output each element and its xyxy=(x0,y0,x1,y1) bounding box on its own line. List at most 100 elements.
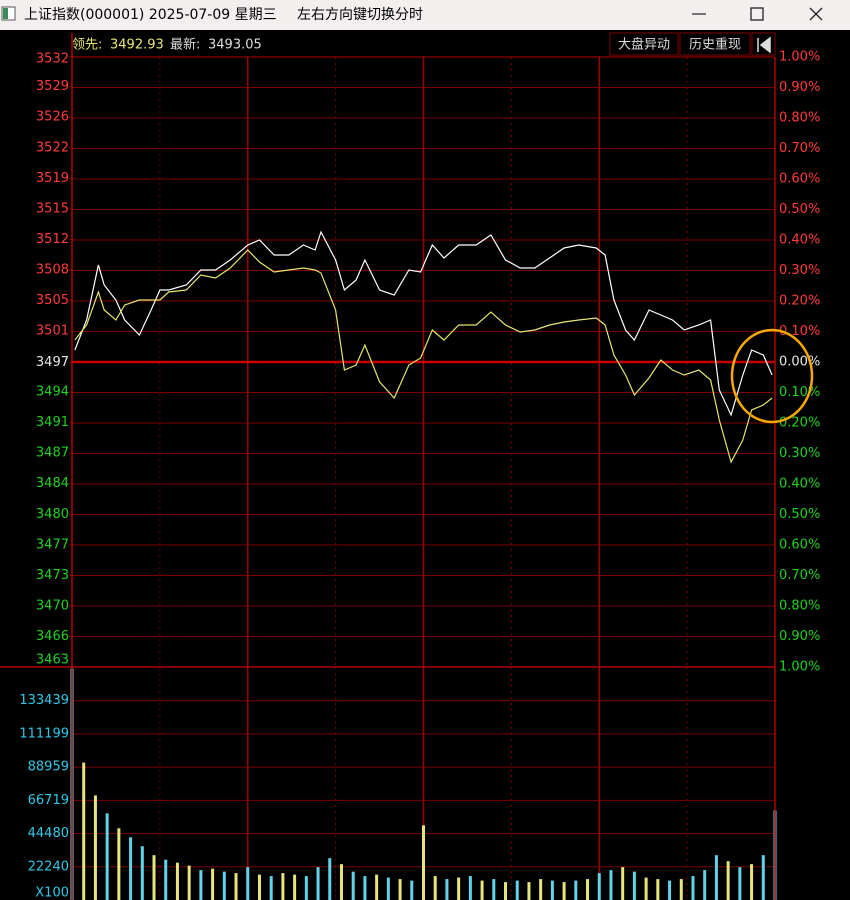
volume-bar xyxy=(433,876,437,900)
y2-tick-label: 0.60% xyxy=(779,538,820,553)
y2-tick-label: 1.00% xyxy=(779,660,820,675)
y2-tick-label: 0.00% xyxy=(779,355,820,370)
lead-value: 3492.93 xyxy=(110,38,164,53)
price-line xyxy=(74,230,773,417)
volume-bar xyxy=(316,867,320,900)
y2-tick-label: 1.00% xyxy=(779,50,820,65)
y2-tick-label: 0.40% xyxy=(779,233,820,248)
volume-bar xyxy=(140,846,144,900)
volume-bar xyxy=(539,879,543,900)
volume-bar xyxy=(351,871,355,900)
volume-bar xyxy=(246,867,250,900)
volume-bar xyxy=(339,864,343,900)
y-tick-label: 133439 xyxy=(19,693,69,708)
volume-bar xyxy=(222,871,226,900)
volume-bar xyxy=(621,867,625,900)
y2-tick-label: 0.80% xyxy=(779,111,820,126)
volume-bar xyxy=(304,876,308,900)
y2-tick-label: 0.20% xyxy=(779,294,820,309)
y-tick-label: 3491 xyxy=(36,415,69,430)
volume-bar xyxy=(644,877,648,900)
y2-tick-label: 0.50% xyxy=(779,507,820,522)
volume-bar xyxy=(574,880,578,900)
y-tick-label: 3494 xyxy=(36,385,69,400)
y2-tick-label: 0.70% xyxy=(779,141,820,156)
window-hint: 左右方向键切换分时 xyxy=(297,6,423,23)
y-tick-label: 3526 xyxy=(36,110,69,125)
maximize-button[interactable] xyxy=(750,7,764,21)
back-icon xyxy=(757,36,771,54)
volume-bar xyxy=(703,870,707,900)
volume-bar xyxy=(129,837,133,900)
y2-tick-label: 0.80% xyxy=(779,599,820,614)
window-title: 上证指数(000001) 2025-07-09 星期三 xyxy=(24,7,277,23)
volume-bar xyxy=(656,879,660,900)
volume-bar xyxy=(410,880,414,900)
button-label[interactable]: 历史重现 xyxy=(689,37,741,53)
volume-bar xyxy=(679,879,683,900)
volume-bar xyxy=(328,858,332,900)
volume-bar xyxy=(445,879,449,900)
title-bar xyxy=(0,0,850,30)
y-tick-label: 3532 xyxy=(36,52,69,67)
plot-area: 3532 3529 3526 3522 3519 3515 3512 3508 3505 3501… xyxy=(0,33,820,900)
latest-value: 3493.05 xyxy=(208,38,262,53)
volume-bar xyxy=(386,877,390,900)
y-tick-label: 3477 xyxy=(36,537,69,552)
latest-label: 最新: xyxy=(170,37,200,53)
y-tick-label: 3487 xyxy=(36,446,69,461)
volume-bar xyxy=(199,870,203,900)
y-tick-label: 3480 xyxy=(36,507,69,522)
close-button[interactable] xyxy=(809,7,823,21)
volume-bar xyxy=(398,879,402,900)
volume-bar xyxy=(527,882,531,900)
volume-bar xyxy=(234,873,238,900)
y2-tick-label: 0.20% xyxy=(779,416,820,431)
y-tick-label: 66719 xyxy=(28,793,69,808)
button-frame[interactable] xyxy=(609,32,679,56)
volume-bar xyxy=(480,880,484,900)
volume-bar xyxy=(597,873,601,900)
volume-bar xyxy=(515,880,519,900)
volume-bar xyxy=(492,879,496,900)
y-tick-label: 3529 xyxy=(36,79,69,94)
volume-bar xyxy=(586,879,590,900)
volume-bar xyxy=(82,762,86,900)
volume-bar xyxy=(550,880,554,900)
y2-tick-label: 0.90% xyxy=(779,80,820,95)
volume-bar xyxy=(152,855,156,900)
volume-bar xyxy=(363,876,367,900)
y-tick-label: 3522 xyxy=(36,140,69,155)
y-tick-label: 3515 xyxy=(36,201,69,216)
y-tick-label: 3508 xyxy=(36,262,69,277)
volume-bar xyxy=(668,880,672,900)
y2-tick-label: 0.70% xyxy=(779,568,820,583)
volume-bar xyxy=(761,855,765,900)
volume-bar xyxy=(211,868,215,900)
highlight-circle xyxy=(730,328,814,424)
button-frame[interactable] xyxy=(679,32,751,56)
y-tick-label: 22240 xyxy=(28,859,69,874)
y-tick-label: 3505 xyxy=(36,293,69,308)
y2-tick-label: 0.30% xyxy=(779,446,820,461)
volume-bar xyxy=(714,855,718,900)
volume-bar xyxy=(175,862,179,900)
y2-tick-label: 0.50% xyxy=(779,202,820,217)
volume-bar xyxy=(281,873,285,900)
volume-bar xyxy=(468,876,472,900)
y-tick-label: 3470 xyxy=(36,598,69,613)
y-tick-label: 3463 xyxy=(36,653,69,668)
price-line xyxy=(74,249,773,464)
volume-bar xyxy=(738,867,742,900)
button-label[interactable]: 大盘异动 xyxy=(618,37,670,53)
volume-bar xyxy=(164,859,168,900)
y-tick-label: 44480 xyxy=(28,826,69,841)
y-tick-label: 3484 xyxy=(36,476,69,491)
volume-bar xyxy=(504,882,508,900)
volume-bar xyxy=(457,877,461,900)
y-tick-label: 111199 xyxy=(19,726,69,741)
y2-tick-label: 0.60% xyxy=(779,172,820,187)
